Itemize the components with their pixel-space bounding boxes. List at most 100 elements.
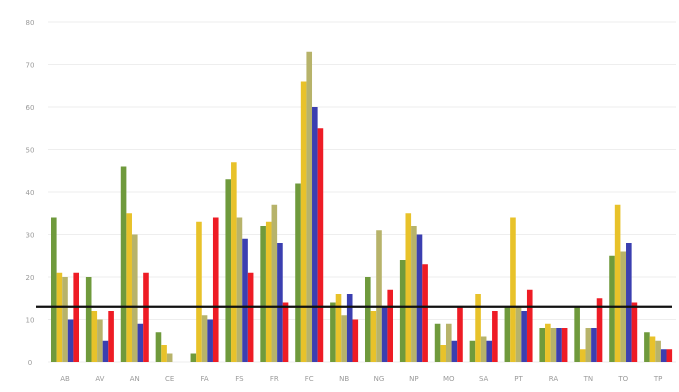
bar bbox=[260, 226, 266, 362]
bar bbox=[626, 243, 632, 362]
bar bbox=[381, 306, 388, 362]
bar bbox=[85, 277, 92, 362]
y-tick-label: 20 bbox=[26, 274, 35, 282]
bar bbox=[475, 294, 481, 362]
y-tick-label: 0 bbox=[28, 359, 32, 367]
bar bbox=[352, 319, 359, 362]
x-tick-label: NP bbox=[409, 375, 418, 383]
x-tick-label: TP bbox=[653, 375, 663, 383]
bar bbox=[312, 107, 318, 362]
bar bbox=[526, 289, 533, 362]
bar bbox=[271, 204, 278, 362]
bar bbox=[539, 328, 546, 362]
bar bbox=[556, 328, 562, 362]
bar bbox=[97, 319, 103, 362]
bar bbox=[317, 128, 324, 362]
x-tick-label: RA bbox=[549, 375, 559, 383]
bar bbox=[411, 226, 417, 362]
y-tick-label: 30 bbox=[26, 232, 35, 240]
bar bbox=[335, 294, 342, 362]
bar bbox=[62, 277, 68, 362]
grid-lines bbox=[48, 21, 676, 363]
y-tick-label: 50 bbox=[26, 147, 35, 155]
y-tick-label: 40 bbox=[26, 189, 35, 197]
x-tick-labels: AB AV AN CE FA FS FR FC NB NG NP MO SA PT RA TN TO TP bbox=[60, 375, 662, 383]
bar bbox=[120, 166, 127, 362]
bar bbox=[330, 302, 336, 362]
bar bbox=[451, 340, 458, 362]
bar bbox=[510, 217, 516, 362]
x-tick-label: AB bbox=[60, 375, 70, 383]
x-tick-label: MO bbox=[443, 375, 455, 383]
x-tick-label: PT bbox=[514, 375, 523, 383]
bar bbox=[236, 217, 243, 362]
bar bbox=[126, 213, 132, 362]
x-tick-label: NG bbox=[374, 375, 385, 383]
bar bbox=[480, 336, 487, 362]
bar bbox=[591, 328, 597, 362]
bar bbox=[277, 243, 283, 362]
x-tick-label: AV bbox=[95, 375, 104, 383]
bar bbox=[585, 328, 592, 362]
x-tick-label: FS bbox=[235, 375, 244, 383]
bar bbox=[242, 238, 248, 362]
bar bbox=[102, 340, 109, 362]
bar bbox=[416, 234, 423, 362]
bar bbox=[504, 306, 511, 362]
y-tick-label: 80 bbox=[26, 19, 35, 27]
x-tick-label: TN bbox=[583, 375, 594, 383]
bar bbox=[376, 230, 382, 362]
bar bbox=[91, 311, 98, 362]
bar bbox=[486, 340, 493, 362]
bar bbox=[201, 315, 208, 362]
bar bbox=[399, 260, 406, 362]
bar bbox=[166, 353, 173, 362]
x-tick-label: SA bbox=[479, 375, 489, 383]
bar bbox=[300, 81, 307, 362]
bar bbox=[137, 323, 144, 362]
bar bbox=[225, 179, 232, 362]
bar bbox=[346, 294, 353, 362]
bar bbox=[666, 349, 673, 362]
y-tick-label: 70 bbox=[26, 62, 35, 70]
bar bbox=[445, 323, 452, 362]
bar bbox=[265, 221, 272, 362]
bar bbox=[131, 234, 138, 362]
bar bbox=[405, 213, 412, 362]
bar bbox=[196, 221, 202, 362]
x-tick-label: FA bbox=[200, 375, 208, 383]
x-tick-label: FR bbox=[270, 375, 279, 383]
bar bbox=[247, 272, 254, 362]
bars bbox=[51, 51, 673, 362]
bar bbox=[579, 349, 586, 362]
bar bbox=[521, 311, 527, 362]
bar bbox=[644, 332, 650, 362]
bar bbox=[457, 306, 463, 362]
bar bbox=[515, 306, 522, 362]
x-tick-label: AN bbox=[130, 375, 140, 383]
bar bbox=[660, 349, 667, 362]
bar bbox=[370, 311, 377, 362]
bar bbox=[422, 264, 428, 362]
bar bbox=[387, 289, 393, 362]
y-tick-labels: 0 10 20 30 40 50 60 70 80 bbox=[26, 19, 35, 367]
bar bbox=[655, 340, 661, 362]
bar bbox=[295, 183, 301, 362]
bar bbox=[207, 319, 213, 362]
bar bbox=[56, 272, 63, 362]
bar bbox=[51, 217, 57, 362]
bar bbox=[561, 328, 568, 362]
bar bbox=[614, 204, 621, 362]
bar bbox=[306, 51, 313, 362]
y-tick-label: 10 bbox=[26, 317, 35, 325]
bar bbox=[469, 340, 476, 362]
bar bbox=[440, 345, 446, 362]
bar bbox=[73, 272, 79, 362]
bar bbox=[550, 328, 557, 362]
bar bbox=[492, 311, 498, 362]
bar bbox=[108, 311, 114, 362]
y-tick-label: 60 bbox=[26, 104, 35, 112]
bar bbox=[143, 272, 149, 362]
bar bbox=[212, 217, 219, 362]
